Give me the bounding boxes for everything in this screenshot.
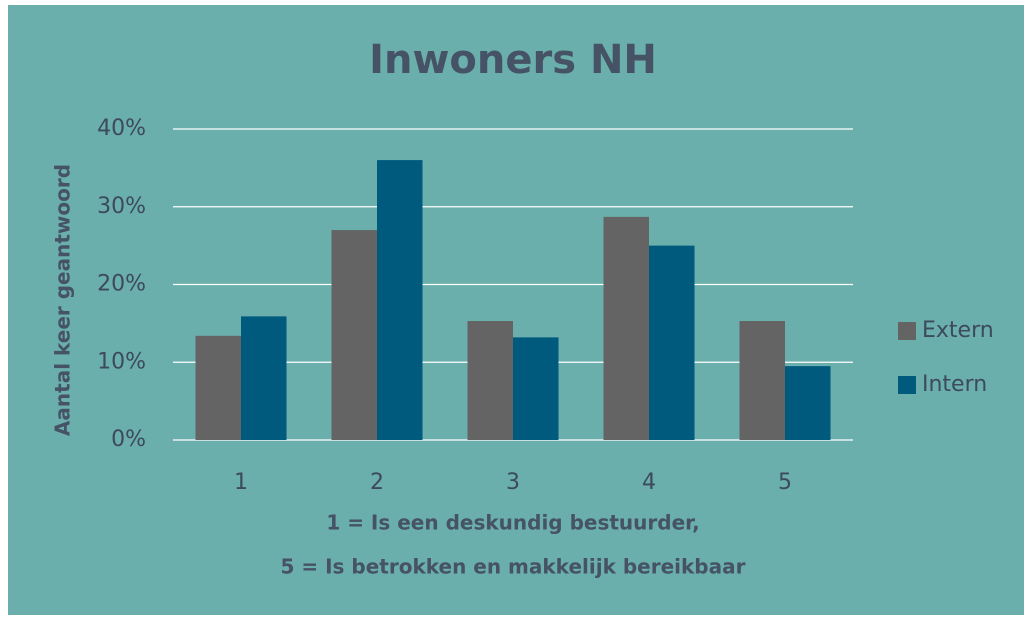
bar — [513, 337, 559, 440]
legend-swatch — [898, 322, 916, 340]
bar — [195, 335, 241, 440]
x-tick-label: 4 — [642, 470, 656, 495]
y-tick-label: 40% — [97, 116, 146, 141]
y-tick-label: 0% — [111, 427, 146, 452]
x-axis-title: 1 = Is een deskundig bestuurder, — [326, 511, 699, 535]
chart-background — [8, 5, 1024, 615]
chart-title: Inwoners NH — [369, 37, 657, 83]
y-axis-title: Aantal keer geantwoord — [51, 164, 75, 436]
x-tick-label: 2 — [370, 470, 384, 495]
bar — [331, 230, 377, 440]
x-axis-title: 5 = Is betrokken en makkelijk bereikbaar — [281, 555, 746, 579]
legend-label: Intern — [922, 372, 987, 397]
bar — [241, 316, 287, 440]
y-tick-label: 10% — [97, 349, 146, 374]
legend-label: Extern — [922, 318, 994, 343]
y-tick-label: 20% — [97, 272, 146, 297]
bar — [739, 321, 785, 440]
bar — [649, 245, 695, 440]
x-tick-label: 1 — [234, 470, 248, 495]
bar — [467, 321, 513, 440]
x-tick-label: 5 — [778, 470, 792, 495]
legend-swatch — [898, 376, 916, 394]
bar — [377, 160, 423, 440]
x-tick-label: 3 — [506, 470, 520, 495]
bar — [785, 366, 831, 440]
y-tick-label: 30% — [97, 194, 146, 219]
bar — [603, 216, 649, 440]
